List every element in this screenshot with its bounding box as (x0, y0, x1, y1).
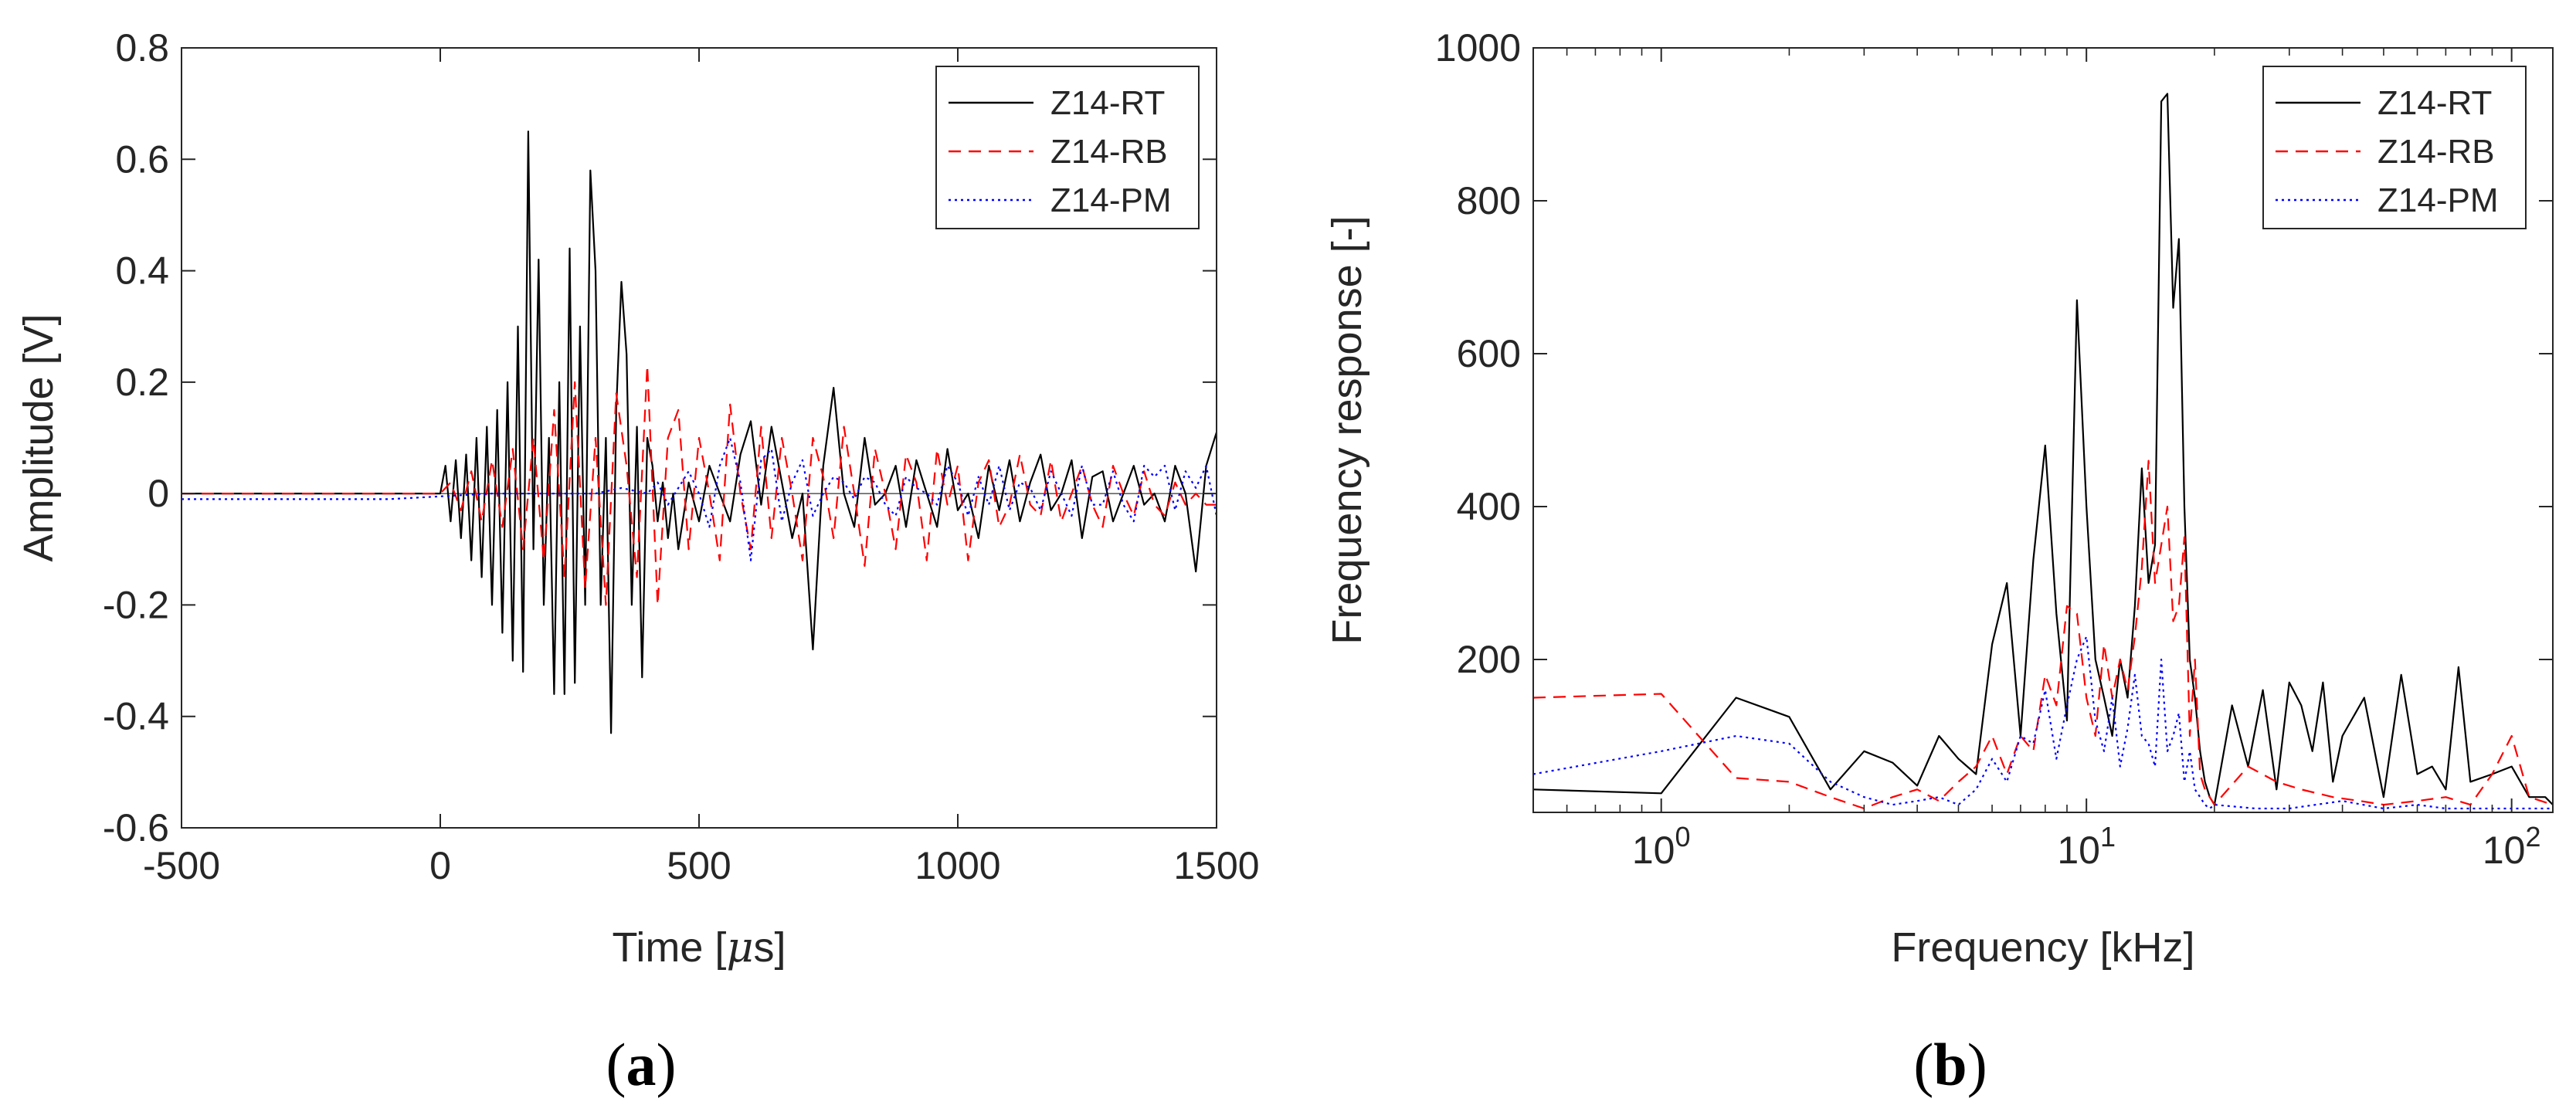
panel-b-series-z14-rb (1532, 459, 2554, 810)
panel-b-ytick-label: 400 (1457, 485, 1521, 528)
panel-a-ytick-label: 0 (148, 472, 169, 515)
panel-b-ytick-label: 200 (1457, 638, 1521, 681)
panel-b-xtick-label: 101 (2057, 821, 2116, 872)
panel-b-legend-box (2262, 66, 2527, 229)
panel-a-series-z14-rt (182, 131, 1218, 734)
panel-a-legend-label-z14-pm: Z14-PM (1050, 181, 1171, 219)
panel-b-label: (b) (1913, 1031, 1987, 1098)
panel-a-ytick-label: 0.6 (115, 137, 169, 181)
panel-b-legend-label-z14-pm: Z14-PM (2377, 181, 2498, 219)
panel-a-label: (a) (606, 1031, 677, 1098)
panel-b-ytick-label: 800 (1457, 179, 1521, 222)
panel-a-ytick-label: 0.8 (115, 26, 169, 70)
panel-b-series-group (1532, 93, 2554, 810)
panel-a-ticks: -0.6 -0.4 -0.2 0 0.2 0.4 0.6 0.8 -500 0 500 1000 150… (103, 26, 1260, 887)
panel-a-xtick-label: -500 (143, 844, 220, 887)
panel-b-ylabel: Frequency response [-] (1324, 215, 1370, 644)
panel-b-ytick-label: 1000 (1435, 26, 1521, 70)
panel-a-ytick-label: -0.4 (103, 695, 169, 738)
panel-a-ytick-label: 0.4 (115, 249, 169, 293)
panel-b-xtick-label: 102 (2483, 821, 2541, 872)
panel-a-xlabel: Time [μs] (612, 923, 786, 971)
panel-b-series-z14-pm (1532, 636, 2553, 810)
panel-a-legend: Z14-RT Z14-RB Z14-PM (935, 66, 1200, 229)
panel-b-xtick-label: 100 (1632, 821, 1691, 872)
panel-b-legend-label-z14-rt: Z14-RT (2377, 84, 2492, 122)
panel-a-chart: -0.6 -0.4 -0.2 0 0.2 0.4 0.6 0.8 -500 0 500 1000 150… (15, 26, 1260, 1098)
panel-b-axes-box (1532, 47, 2554, 813)
panel-b-legend: Z14-RT Z14-RB Z14-PM (2262, 66, 2527, 229)
panel-a-legend-label-z14-rt: Z14-RT (1050, 84, 1165, 122)
panel-b-xlabel: Frequency [kHz] (1891, 924, 2194, 971)
panel-a-legend-label-z14-rb: Z14-RB (1050, 133, 1168, 171)
panel-a-xtick-label: 500 (667, 844, 731, 887)
panel-b-legend-label-z14-rb: Z14-RB (2377, 133, 2495, 171)
panel-a-xtick-label: 1000 (915, 844, 1000, 887)
panel-b-ticks: 200 400 600 800 1000 100 101 102 (1435, 26, 2553, 872)
panel-a-series-z14-rb (182, 364, 1217, 606)
panel-a-ytick-label: 0.2 (115, 361, 169, 404)
panel-b-chart: 200 400 600 800 1000 100 101 102 Frequency [kHz… (1324, 26, 2554, 1098)
panel-b-ytick-label: 600 (1457, 332, 1521, 375)
panel-a-ytick-label: -0.2 (103, 583, 169, 626)
panel-a-ytick-label: -0.6 (103, 806, 169, 849)
panel-a-xtick-label: 0 (429, 844, 451, 887)
panel-a-xtick-label: 1500 (1173, 844, 1259, 887)
panel-a-legend-box (935, 66, 1200, 229)
panel-a-series-group (182, 131, 1218, 734)
panel-b-series-z14-rt (1532, 93, 2554, 806)
panel-a-ylabel: Amplitude [V] (15, 314, 62, 561)
